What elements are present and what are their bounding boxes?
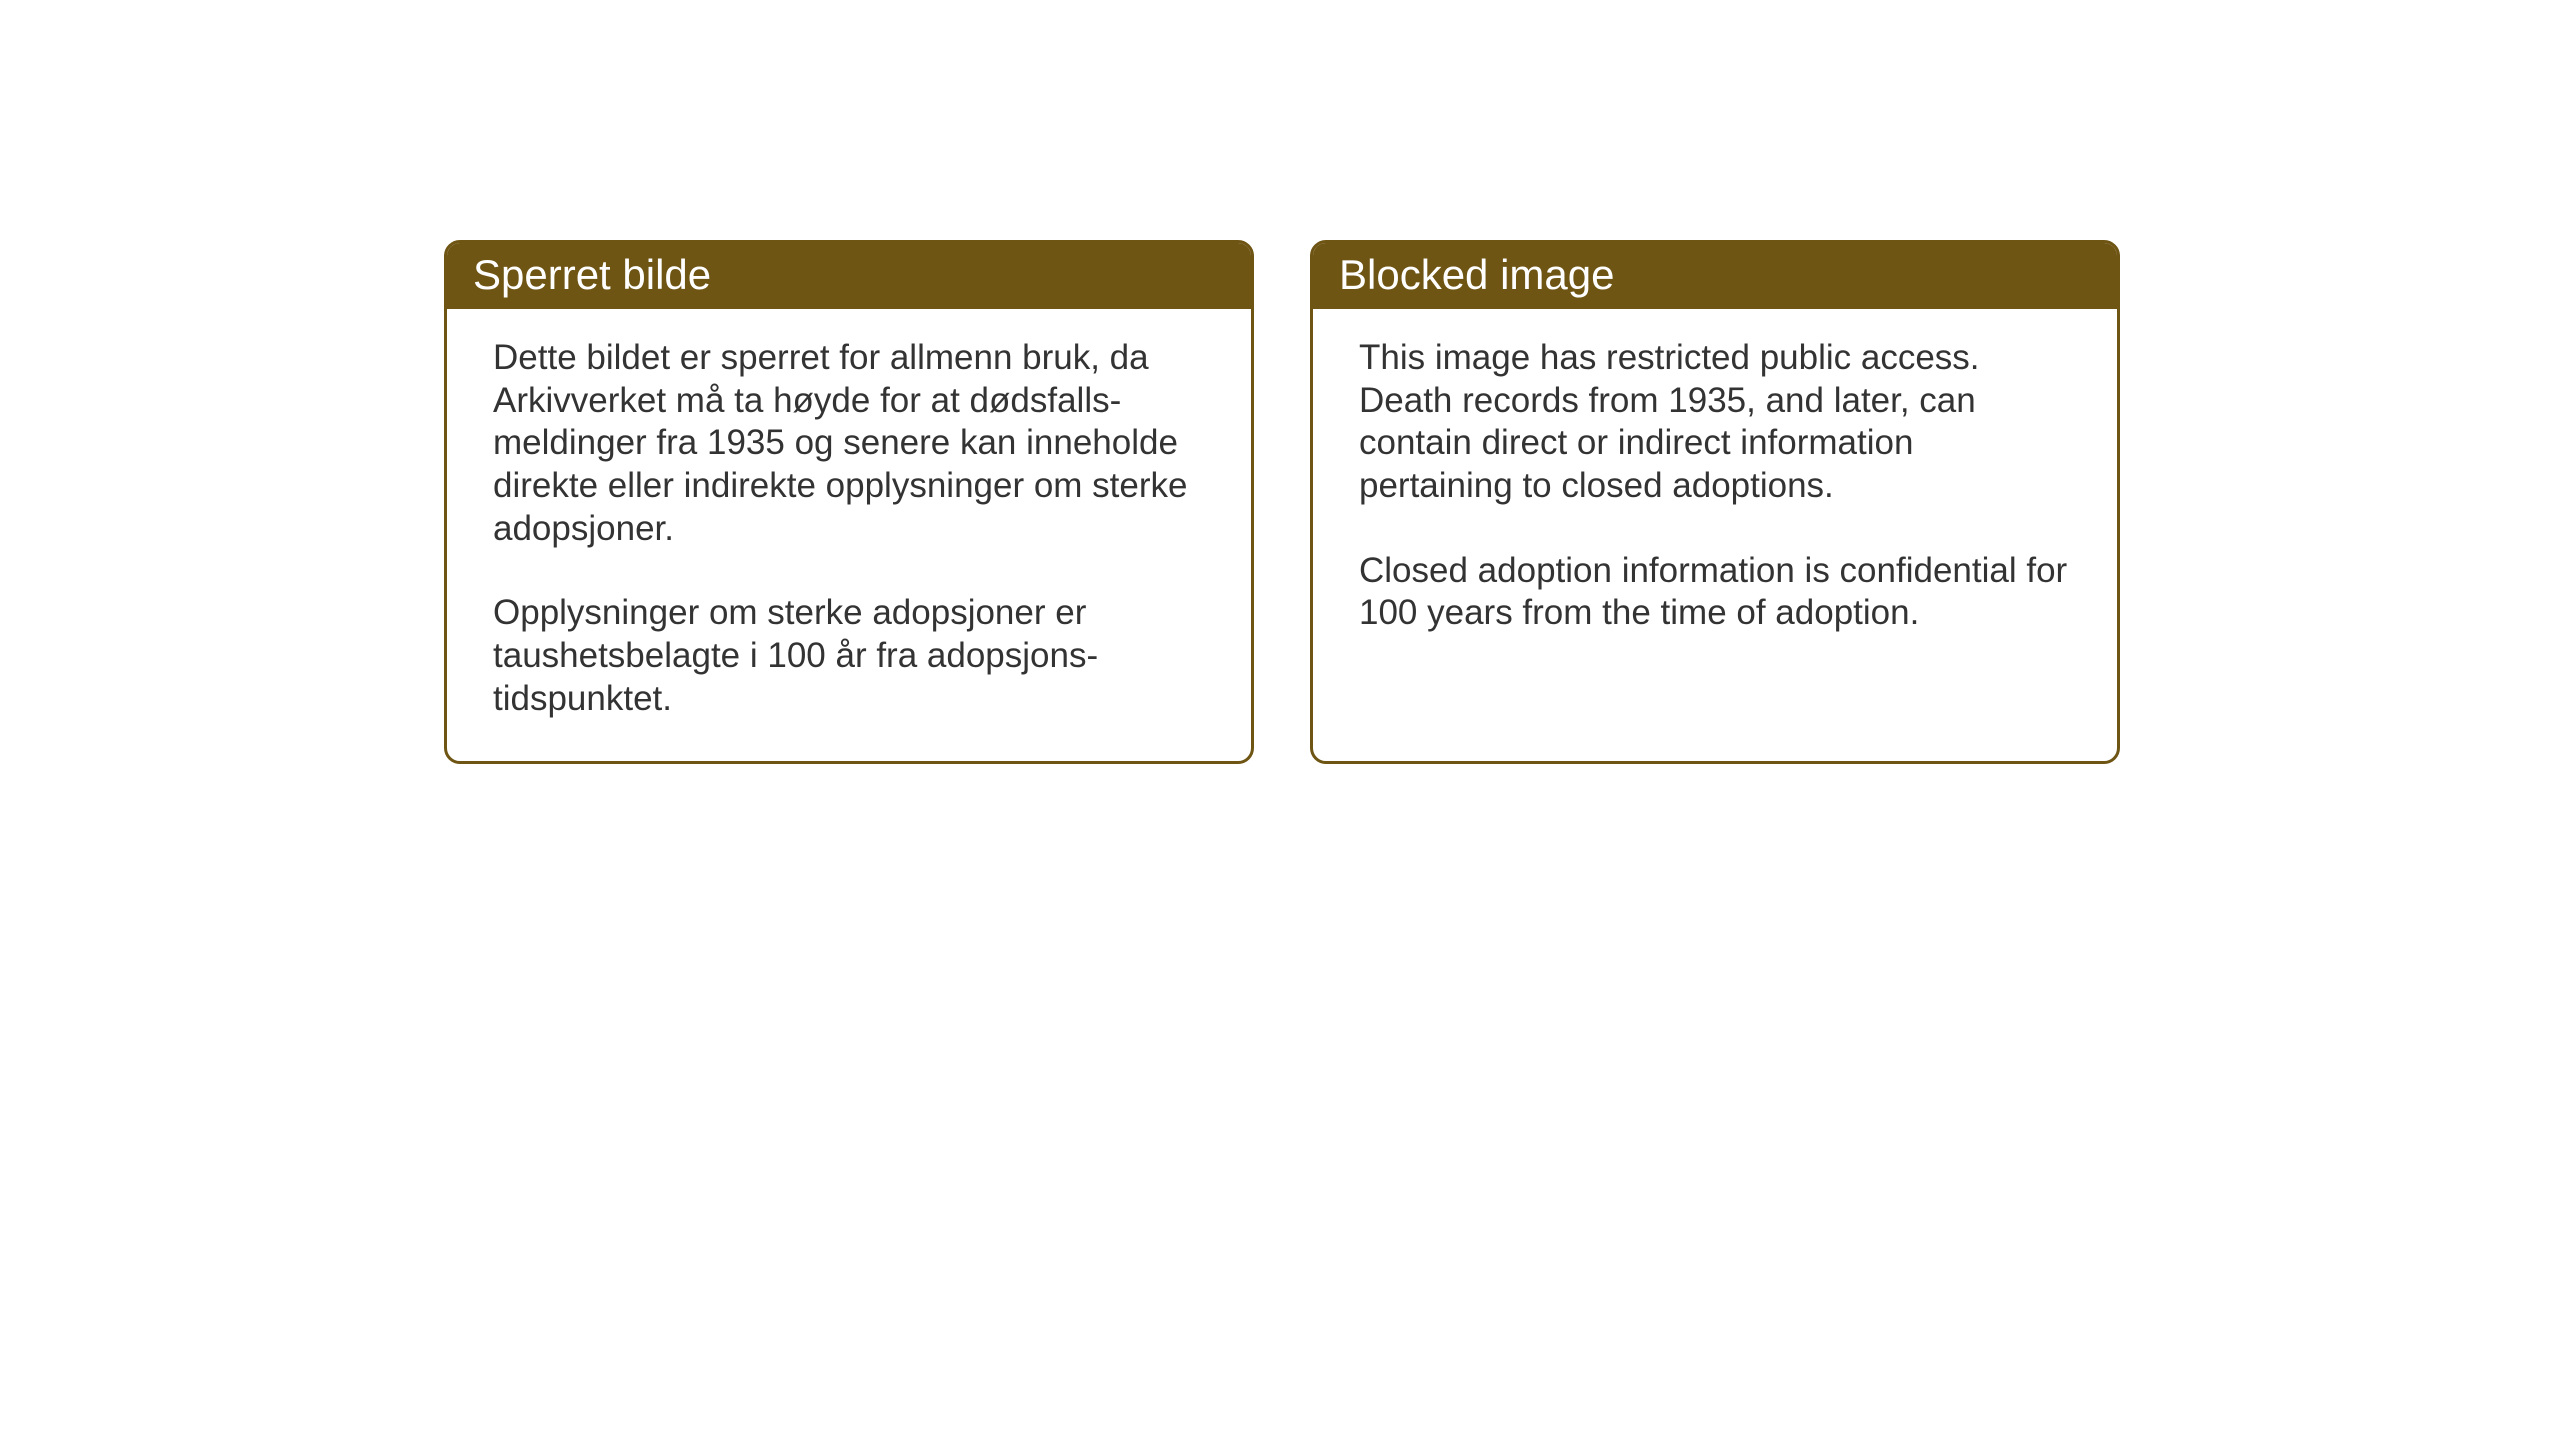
- english-paragraph-2: Closed adoption information is confident…: [1359, 550, 2071, 635]
- english-card-body: This image has restricted public access.…: [1313, 309, 2117, 713]
- cards-container: Sperret bilde Dette bildet er sperret fo…: [444, 240, 2120, 764]
- english-card: Blocked image This image has restricted …: [1310, 240, 2120, 764]
- norwegian-card-title: Sperret bilde: [473, 251, 711, 298]
- norwegian-card-body: Dette bildet er sperret for allmenn bruk…: [447, 309, 1251, 761]
- english-card-header: Blocked image: [1313, 243, 2117, 309]
- norwegian-paragraph-2: Opplysninger om sterke adopsjoner er tau…: [493, 592, 1205, 720]
- english-card-title: Blocked image: [1339, 251, 1614, 298]
- norwegian-card-header: Sperret bilde: [447, 243, 1251, 309]
- norwegian-card: Sperret bilde Dette bildet er sperret fo…: [444, 240, 1254, 764]
- norwegian-paragraph-1: Dette bildet er sperret for allmenn bruk…: [493, 337, 1205, 550]
- english-paragraph-1: This image has restricted public access.…: [1359, 337, 2071, 508]
